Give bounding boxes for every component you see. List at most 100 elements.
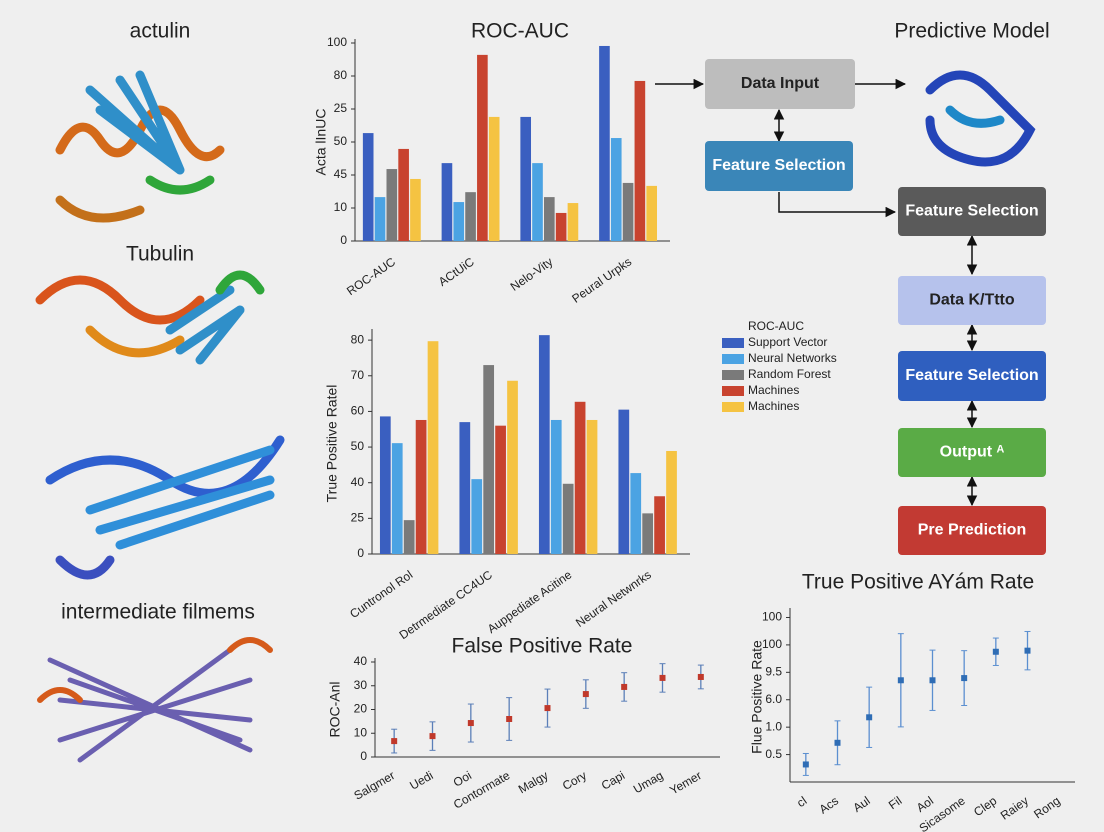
protein-label: actulin — [130, 20, 191, 43]
flow-node-label: Data K/Ttto — [929, 292, 1015, 309]
x-tick-label: Clep — [971, 793, 1000, 819]
x-tick-label: Nelo-Vity — [508, 255, 556, 294]
bar — [646, 185, 658, 241]
y-axis-label: Flue Positive Rate — [749, 640, 765, 754]
point — [929, 677, 936, 684]
bar — [453, 202, 465, 241]
legend-label: Machines — [748, 383, 799, 397]
diagram-title: Predictive Model — [894, 20, 1049, 43]
protein-label: Tubulin — [126, 243, 194, 266]
y-tick-label: 10 — [354, 725, 368, 739]
y-tick-label: 80 — [334, 68, 348, 82]
y-tick-label: 50 — [351, 439, 365, 453]
flow-node — [898, 428, 1046, 477]
bar — [441, 163, 453, 241]
y-tick-label: 25 — [351, 511, 365, 525]
x-tick-label: ACtUiC — [436, 254, 477, 289]
x-tick-label: Umag — [631, 768, 666, 796]
bar — [550, 419, 562, 554]
x-tick-label: Cuntronol Rol — [347, 568, 415, 622]
bar — [618, 409, 630, 554]
point — [802, 761, 809, 768]
x-tick-label: Ooi — [451, 768, 474, 789]
x-tick-label: ROC-AUC — [344, 254, 398, 298]
flow-node-label: Pre Prediction — [918, 522, 1026, 539]
x-tick-label: cl — [794, 794, 809, 810]
legend-swatch — [722, 338, 744, 348]
flow-node-label: Feature Selection — [905, 367, 1038, 384]
bar — [567, 203, 579, 241]
x-tick-label: Cory — [560, 768, 589, 793]
y-tick-label: 20 — [354, 702, 368, 716]
bar — [403, 520, 415, 554]
bar — [477, 54, 488, 241]
legend: ROC-AUC Support Vector Neural Networks Rand… — [722, 319, 837, 413]
y-tick-label: 80 — [351, 332, 365, 346]
point — [897, 677, 904, 684]
bar — [427, 341, 439, 554]
legend-swatch — [722, 402, 744, 412]
flow-node — [705, 141, 853, 191]
point — [866, 714, 873, 721]
y-tick-label: 30 — [354, 678, 368, 692]
y-tick-label: 0 — [357, 546, 364, 560]
y-tick-label: 100 — [762, 610, 782, 624]
bar — [374, 197, 386, 241]
protein-illustrations — [35, 70, 1036, 763]
y-tick-label: 45 — [334, 167, 348, 181]
x-tick-label: Yemer — [667, 768, 704, 797]
x-tick-label: Neural Netwnrks — [573, 568, 654, 630]
bar — [544, 197, 555, 241]
bar — [483, 365, 495, 554]
bar — [654, 496, 665, 554]
point — [621, 683, 628, 690]
bar — [630, 473, 642, 554]
bar — [520, 116, 532, 241]
flow-node — [898, 506, 1046, 555]
y-axis-label: ROC-Anl — [327, 681, 343, 737]
y-tick-label: 0 — [360, 749, 367, 763]
flow-node-label: Data Input — [741, 75, 820, 92]
flow-node-label: Feature Selection — [905, 203, 1038, 220]
flow-node-label: Feature Selection — [712, 157, 845, 174]
x-tick-label: Rong — [1031, 794, 1063, 822]
point — [834, 739, 841, 746]
legend-swatch — [722, 386, 744, 396]
legend-label: Machines — [748, 399, 799, 413]
bar — [495, 425, 506, 554]
point — [429, 733, 436, 740]
bar — [465, 192, 476, 241]
bar — [488, 116, 500, 241]
bar — [634, 80, 646, 241]
bar — [386, 169, 398, 241]
bar — [586, 419, 598, 554]
legend-title: ROC-AUC — [748, 319, 804, 333]
x-tick-label: Acs — [817, 794, 841, 817]
bar — [610, 138, 622, 241]
bar — [507, 380, 518, 554]
point — [467, 720, 474, 727]
bar — [379, 416, 391, 554]
y-tick-label: 10 — [334, 200, 348, 214]
y-tick-label: 1.0 — [765, 719, 782, 733]
y-axis-label: True Positive Ratel — [324, 385, 340, 503]
bar — [362, 133, 374, 241]
x-tick-label: Peural Urpks — [569, 255, 634, 306]
flow-node — [705, 59, 855, 109]
point — [697, 673, 704, 680]
y-tick-label: 60 — [351, 404, 365, 418]
y-tick-label: 70 — [351, 368, 365, 382]
legend-label: Neural Networks — [748, 351, 837, 365]
bar — [391, 443, 403, 554]
y-tick-label: 100 — [327, 35, 347, 49]
chart-title: True Positive AYám Rate — [802, 571, 1034, 594]
y-tick-label: 40 — [351, 475, 365, 489]
y-tick-label: 0 — [340, 233, 347, 247]
x-tick-label: Salgmer — [352, 768, 398, 802]
point — [659, 674, 666, 681]
flow-nodes: Data Input Feature Selection Feature Selec… — [705, 59, 1046, 555]
bar — [562, 483, 574, 554]
y-tick-label: 0.5 — [765, 747, 782, 761]
point — [544, 705, 551, 712]
bar — [538, 335, 550, 554]
